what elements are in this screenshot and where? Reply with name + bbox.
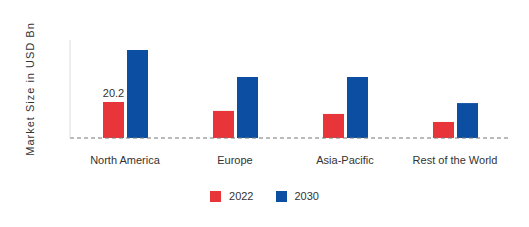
svg-text:Europe: Europe (217, 154, 252, 166)
html-text:2030: 2030 (294, 190, 319, 202)
svg-text:Rest of the World: Rest of the World (413, 154, 498, 166)
svg-text:North America: North America (90, 154, 161, 166)
svg-text:20.2: 20.2 (103, 87, 124, 99)
svg-text:Market Size in USD Bn: Market Size in USD Bn (24, 22, 36, 155)
html-text:2022: 2022 (229, 190, 254, 202)
svg-text:Asia-Pacific: Asia-Pacific (316, 154, 374, 166)
